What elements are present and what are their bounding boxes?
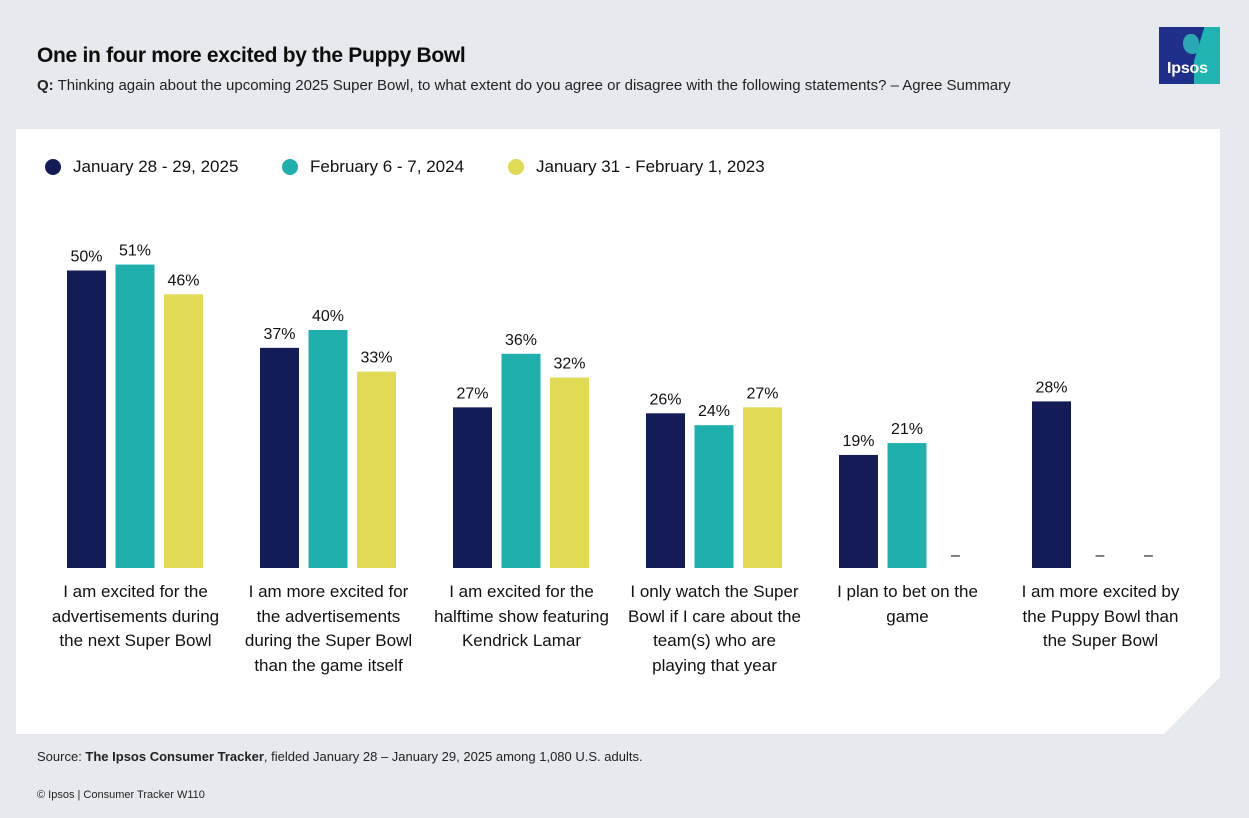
ipsos-logo: Ipsos [1159, 27, 1220, 84]
value-label-2025-0: 50% [70, 249, 102, 266]
bar-2023-1 [357, 371, 396, 568]
source-detail: , fielded January 28 – January 29, 2025 … [263, 749, 643, 764]
question-label: Q: [37, 77, 54, 94]
chart-panel [16, 129, 1220, 734]
value-label-2024-2: 36% [505, 332, 537, 349]
value-label-2025-5: 28% [1035, 379, 1067, 396]
value-label-2024-4: 21% [891, 421, 923, 438]
legend-label-2024: February 6 - 7, 2024 [310, 157, 465, 176]
bar-2025-4 [839, 454, 878, 568]
ipsos-logo-icon [1183, 34, 1199, 54]
legend-dot-icon [508, 159, 524, 175]
legend-label-2025: January 28 - 29, 2025 [73, 157, 239, 176]
bar-2024-2 [501, 353, 541, 568]
missing-value-label-2023-4: – [951, 547, 960, 564]
bar-2025-0 [67, 270, 106, 568]
value-label-2025-3: 26% [649, 391, 681, 408]
question-body: Thinking again about the upcoming 2025 S… [57, 77, 1011, 94]
value-label-2023-3: 27% [746, 385, 778, 402]
value-label-2024-0: 51% [119, 243, 151, 260]
missing-value-label-2024-5: – [1096, 547, 1105, 564]
bar-2024-3 [694, 425, 734, 568]
bar-2025-1 [260, 347, 299, 568]
value-label-2025-2: 27% [456, 385, 488, 402]
missing-value-label-2023-5: – [1144, 547, 1153, 564]
source-prefix: Source: [37, 749, 86, 764]
category-label-bet: I plan to bet on the game [837, 582, 978, 626]
copyright-note: © Ipsos | Consumer Tracker W110 [37, 789, 205, 801]
category-label-ads-vs-game: I am more excited for the advertisements… [244, 582, 413, 675]
value-label-2024-3: 24% [698, 403, 730, 420]
legend-item-2025: January 28 - 29, 2025 [45, 156, 238, 178]
category-label-puppy-bowl: I am more excited by the Puppy Bowl than… [1021, 582, 1180, 650]
question-text: Q: Thinking again about the upcoming 202… [37, 75, 1027, 96]
value-label-2023-1: 33% [360, 350, 392, 367]
value-label-2023-0: 46% [167, 272, 199, 289]
category-label-halftime: I am excited for the halftime show featu… [434, 582, 609, 650]
category-label-ads: I am excited for the advertisements duri… [51, 582, 220, 650]
bar-2023-3 [743, 407, 782, 568]
bar-2025-2 [453, 407, 492, 568]
value-label-2023-2: 32% [553, 356, 585, 373]
bar-2023-2 [550, 377, 589, 568]
chart-title: One in four more excited by the Puppy Bo… [37, 44, 466, 67]
bar-2023-0 [164, 294, 203, 568]
logo-text: Ipsos [1167, 60, 1208, 77]
legend-item-2024: February 6 - 7, 2024 [282, 156, 464, 178]
legend-label-2023: January 31 - February 1, 2023 [536, 157, 765, 176]
legend-dot-icon [282, 159, 298, 175]
source-name: The Ipsos Consumer Tracker [85, 749, 264, 764]
value-label-2025-4: 19% [842, 433, 874, 450]
legend-item-2023: January 31 - February 1, 2023 [508, 156, 765, 178]
value-label-2024-1: 40% [312, 308, 344, 325]
value-label-2025-1: 37% [263, 326, 295, 343]
legend-dot-icon [45, 159, 61, 175]
bar-2024-4 [887, 443, 927, 568]
bar-2024-0 [115, 264, 155, 568]
category-label-team-care: I only watch the Super Bowl if I care ab… [628, 582, 801, 675]
bar-2025-5 [1032, 401, 1071, 568]
source-note: Source: The Ipsos Consumer Tracker, fiel… [37, 749, 643, 764]
bar-2025-3 [646, 413, 685, 568]
bar-2024-1 [308, 330, 348, 568]
